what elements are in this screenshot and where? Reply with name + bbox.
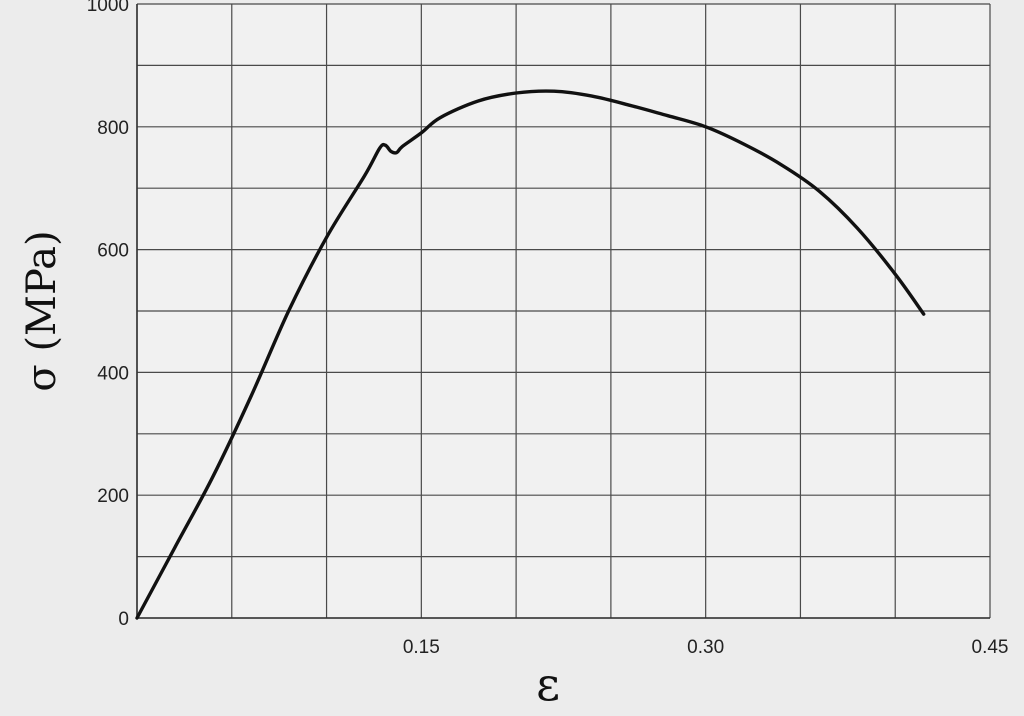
tick-labels: 0 200 400 600 800 1000 0.15 0.30 0.45 — [87, 0, 1009, 658]
x-tick-label-0: 0.15 — [403, 637, 440, 658]
y-tick-label-0: 0 — [118, 609, 129, 630]
y-tick-label-5: 1000 — [87, 0, 129, 16]
series-lines — [135, 89, 926, 620]
y-tick-label-4: 800 — [97, 118, 129, 139]
x-tick-label-2: 0.45 — [972, 637, 1009, 658]
y-tick-label-3: 600 — [97, 241, 129, 262]
series-line-0 — [135, 89, 926, 620]
y-tick-label-2: 400 — [97, 363, 129, 384]
grid — [136, 3, 991, 619]
x-tick-label-1: 0.30 — [687, 637, 724, 658]
y-axis-label: σ (MPa) — [19, 230, 65, 391]
x-axis-label: ε — [536, 657, 560, 711]
y-tick-label-1: 200 — [97, 486, 129, 507]
